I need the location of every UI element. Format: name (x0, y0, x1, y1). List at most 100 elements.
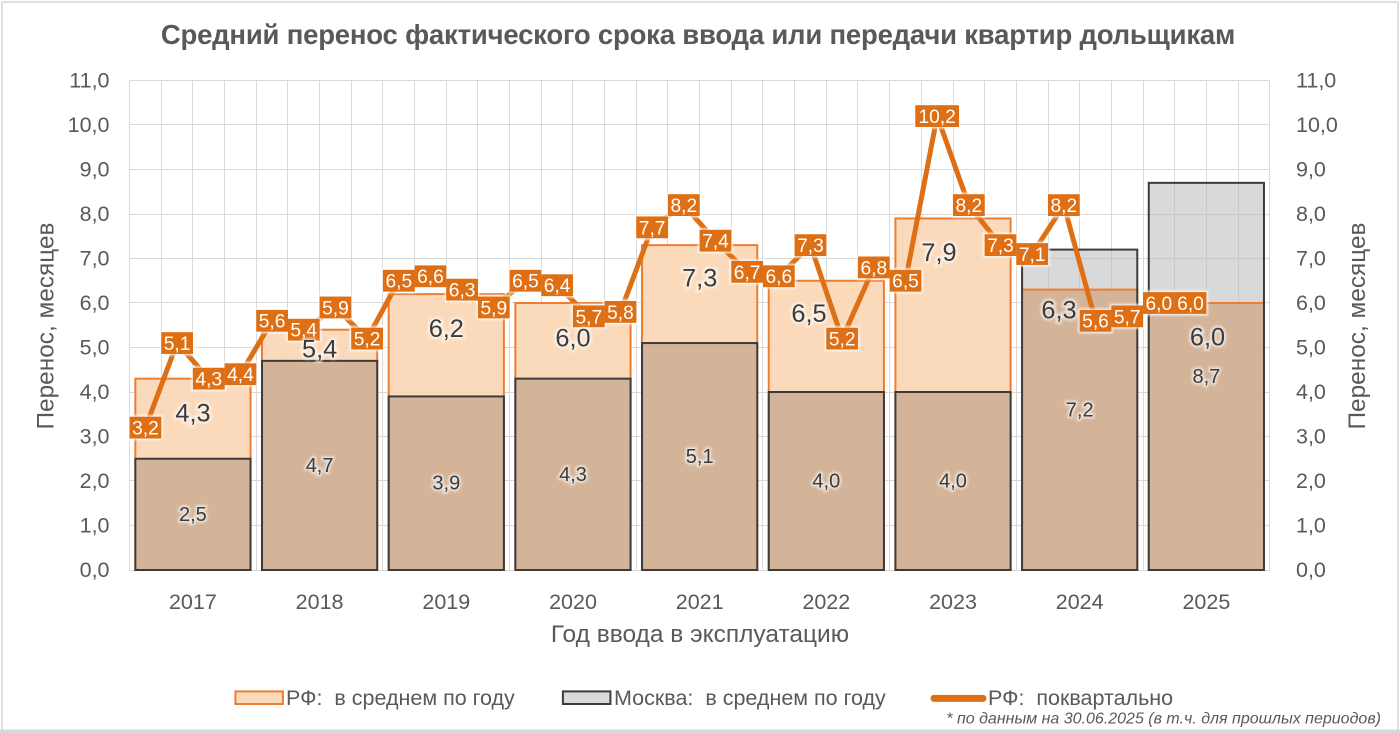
svg-text:0,0: 0,0 (1296, 558, 1326, 582)
svg-text:5,7: 5,7 (575, 307, 602, 328)
svg-text:* по данным на 30.06.2025 (в т: * по данным на 30.06.2025 (в т.ч. для пр… (946, 711, 1381, 728)
svg-text:Средний перенос фактического с: Средний перенос фактического срока ввода… (161, 19, 1235, 50)
svg-text:11,0: 11,0 (1296, 69, 1336, 93)
svg-text:2022: 2022 (802, 590, 850, 614)
svg-text:6,2: 6,2 (429, 315, 464, 343)
svg-text:6,5: 6,5 (892, 272, 919, 293)
svg-text:2,5: 2,5 (179, 504, 207, 526)
svg-text:4,0: 4,0 (812, 471, 840, 493)
svg-text:5,6: 5,6 (1082, 312, 1109, 333)
svg-text:2,0: 2,0 (1296, 469, 1326, 493)
svg-text:10,0: 10,0 (1296, 113, 1338, 137)
svg-text:10,2: 10,2 (918, 107, 955, 128)
svg-text:8,7: 8,7 (1192, 366, 1220, 388)
svg-text:5,8: 5,8 (607, 303, 634, 324)
svg-text:6,0: 6,0 (1177, 294, 1204, 315)
svg-text:6,3: 6,3 (449, 281, 476, 302)
svg-text:7,0: 7,0 (1296, 247, 1326, 271)
svg-text:7,3: 7,3 (987, 236, 1014, 257)
svg-text:5,9: 5,9 (480, 298, 507, 319)
svg-text:6,5: 6,5 (512, 272, 539, 293)
svg-text:5,4: 5,4 (302, 336, 337, 364)
svg-text:0,0: 0,0 (80, 558, 110, 582)
svg-text:8,0: 8,0 (1296, 202, 1326, 226)
svg-text:6,5: 6,5 (385, 272, 412, 293)
svg-text:Перенос, месяцев: Перенос, месяцев (1344, 223, 1371, 430)
svg-text:6,0: 6,0 (80, 291, 110, 315)
svg-text:8,0: 8,0 (80, 202, 110, 226)
svg-text:3,0: 3,0 (80, 425, 110, 449)
svg-text:6,8: 6,8 (860, 258, 887, 279)
svg-text:6,0: 6,0 (555, 325, 590, 353)
svg-text:5,0: 5,0 (80, 336, 110, 360)
svg-text:3,0: 3,0 (1296, 425, 1326, 449)
svg-text:9,0: 9,0 (80, 158, 110, 182)
svg-text:6,5: 6,5 (791, 300, 826, 328)
svg-text:9,0: 9,0 (1296, 158, 1326, 182)
svg-text:Москва: в среднем по году: Москва: в среднем по году (614, 686, 886, 710)
svg-text:7,9: 7,9 (921, 239, 956, 267)
svg-text:11,0: 11,0 (69, 69, 109, 93)
svg-text:2,5: 2,5 (179, 504, 207, 526)
svg-text:4,3: 4,3 (175, 400, 210, 428)
svg-text:7,7: 7,7 (639, 218, 666, 239)
svg-text:РФ: в среднем по году: РФ: в среднем по году (286, 686, 515, 710)
svg-text:7,2: 7,2 (1066, 399, 1094, 421)
svg-text:4,3: 4,3 (559, 464, 587, 486)
svg-text:6,0: 6,0 (1296, 291, 1326, 315)
svg-text:6,0: 6,0 (1190, 324, 1225, 352)
svg-text:2,0: 2,0 (80, 469, 110, 493)
svg-text:8,7: 8,7 (1192, 366, 1220, 388)
svg-text:8,2: 8,2 (1051, 196, 1078, 217)
svg-text:4,0: 4,0 (1296, 380, 1326, 404)
svg-text:3,9: 3,9 (432, 473, 460, 495)
svg-text:2021: 2021 (676, 590, 724, 614)
svg-text:2025: 2025 (1182, 590, 1230, 614)
svg-text:2024: 2024 (1056, 590, 1104, 614)
svg-text:7,9: 7,9 (921, 239, 956, 267)
svg-text:6,6: 6,6 (417, 267, 444, 288)
svg-text:6,0: 6,0 (1190, 324, 1225, 352)
svg-text:1,0: 1,0 (80, 514, 110, 538)
svg-text:2020: 2020 (549, 590, 597, 614)
svg-text:5,1: 5,1 (686, 446, 714, 468)
svg-text:5,0: 5,0 (1296, 336, 1326, 360)
svg-text:4,0: 4,0 (80, 380, 110, 404)
svg-text:5,6: 5,6 (259, 312, 286, 333)
svg-text:6,3: 6,3 (1041, 297, 1076, 325)
svg-text:7,0: 7,0 (80, 247, 110, 271)
svg-text:6,0: 6,0 (555, 325, 590, 353)
svg-text:6,4: 6,4 (544, 276, 571, 297)
svg-text:6,3: 6,3 (1041, 297, 1076, 325)
svg-text:4,0: 4,0 (812, 471, 840, 493)
svg-text:8,2: 8,2 (670, 196, 697, 217)
svg-text:6,5: 6,5 (791, 300, 826, 328)
svg-text:4,3: 4,3 (195, 370, 222, 391)
svg-text:5,1: 5,1 (164, 334, 191, 355)
svg-text:5,7: 5,7 (1114, 307, 1141, 328)
svg-text:2019: 2019 (422, 590, 470, 614)
svg-text:5,4: 5,4 (290, 321, 317, 342)
svg-text:4,0: 4,0 (939, 471, 967, 493)
svg-text:4,7: 4,7 (306, 455, 334, 477)
svg-text:7,2: 7,2 (1066, 399, 1094, 421)
svg-text:4,3: 4,3 (175, 400, 210, 428)
svg-text:10,0: 10,0 (68, 113, 110, 137)
svg-text:8,2: 8,2 (955, 196, 982, 217)
svg-text:5,2: 5,2 (354, 330, 381, 351)
svg-text:2018: 2018 (296, 590, 344, 614)
svg-text:Год ввода в эксплуатацию: Год ввода в эксплуатацию (551, 621, 849, 648)
svg-text:4,0: 4,0 (939, 471, 967, 493)
svg-text:5,9: 5,9 (322, 298, 349, 319)
svg-text:3,2: 3,2 (132, 419, 159, 440)
svg-text:4,4: 4,4 (227, 365, 254, 386)
svg-text:4,3: 4,3 (559, 464, 587, 486)
svg-text:5,2: 5,2 (829, 330, 856, 351)
svg-text:5,4: 5,4 (302, 336, 337, 364)
svg-text:6,0: 6,0 (1146, 294, 1173, 315)
svg-text:6,7: 6,7 (734, 263, 761, 284)
svg-text:7,3: 7,3 (682, 265, 717, 293)
svg-text:7,3: 7,3 (797, 236, 824, 257)
svg-text:4,7: 4,7 (306, 455, 334, 477)
svg-text:5,1: 5,1 (686, 446, 714, 468)
